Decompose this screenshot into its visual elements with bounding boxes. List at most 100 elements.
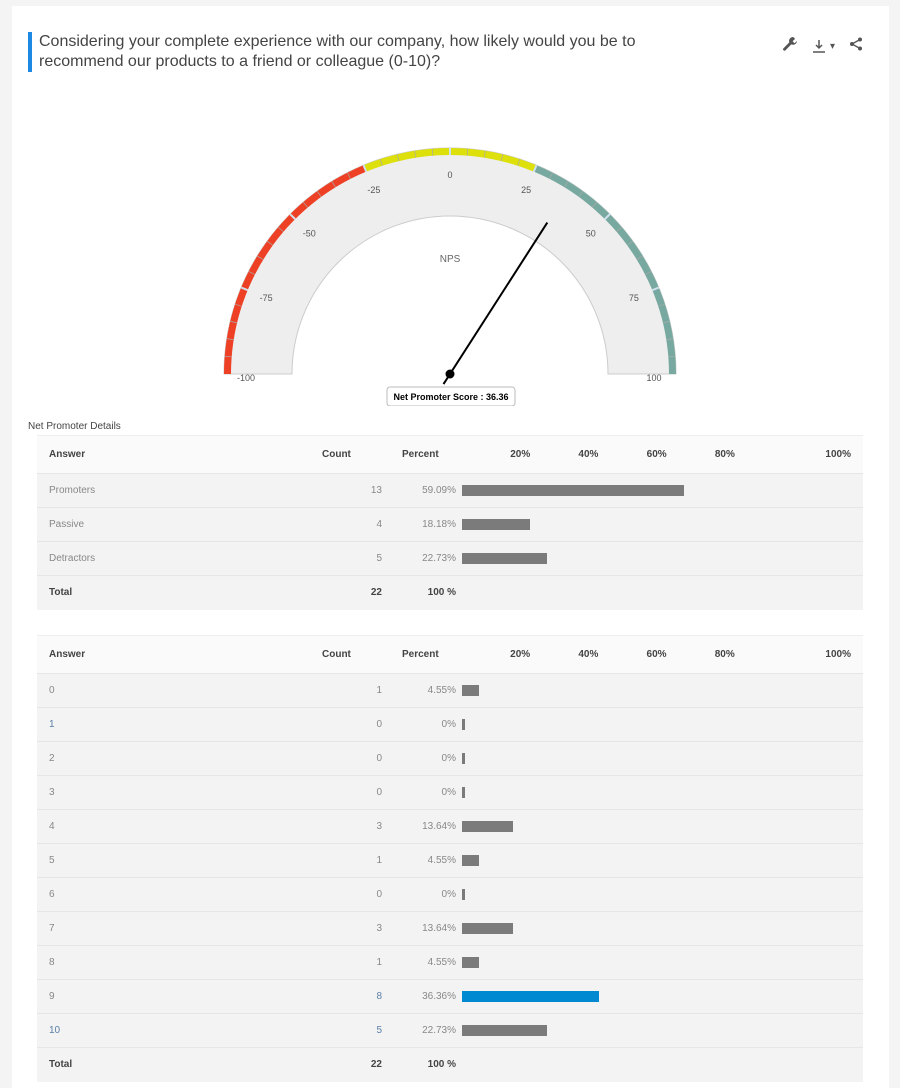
table-row: 4 3 13.64%	[37, 809, 863, 844]
total-label: Total	[37, 1047, 322, 1082]
percent-bar	[462, 990, 599, 1002]
gauge-band	[533, 165, 676, 374]
count-cell: 3	[322, 809, 382, 844]
scale-header: 40%	[530, 635, 599, 674]
percent-header: Percent	[382, 635, 462, 674]
gauge-tick	[224, 355, 232, 358]
answer-cell: Passive	[37, 507, 322, 542]
table-row: 7 3 13.64%	[37, 911, 863, 946]
answer-header: Answer	[37, 435, 322, 474]
percent-cell: 36.36%	[382, 979, 462, 1014]
answer-cell: 4	[37, 809, 322, 844]
percent-cell: 0%	[382, 877, 462, 912]
table-row: Detractors 5 22.73%	[37, 541, 863, 576]
answer-cell: 5	[37, 843, 322, 878]
gauge-needle-pivot	[445, 369, 455, 379]
count-cell: 8	[322, 979, 382, 1014]
scale-header: 80%	[666, 635, 735, 674]
answer-cell: 3	[37, 775, 322, 810]
gauge-tick	[230, 320, 238, 324]
gauge-tick	[636, 255, 643, 260]
gauge-tick	[289, 213, 296, 220]
count-cell: 0	[322, 877, 382, 912]
gauge-tick-label: 25	[521, 185, 531, 195]
percent-bar	[462, 552, 548, 564]
gauge-tick	[466, 148, 469, 156]
table-row: 8 1 4.55%	[37, 945, 863, 980]
gauge-tick	[626, 240, 634, 246]
table-row: 1 0 0%	[37, 707, 863, 742]
total-row: Total 22 100 %	[37, 575, 863, 610]
gauge-label: NPS	[440, 254, 461, 265]
count-cell: 13	[322, 473, 382, 508]
percent-bar	[462, 484, 685, 496]
gauge-tick	[257, 255, 264, 260]
gauge-tick-label: 75	[629, 293, 639, 303]
gauge-tick	[549, 172, 553, 180]
gauge-tick-label: 50	[586, 228, 596, 238]
count-cell: 4	[322, 507, 382, 542]
gauge-tick	[658, 303, 666, 307]
download-icon	[812, 40, 825, 53]
share-icon[interactable]	[849, 37, 863, 55]
percent-cell: 22.73%	[382, 1013, 462, 1048]
gauge-tick	[517, 158, 521, 166]
count-header: Count	[322, 635, 382, 674]
gauge-tick	[662, 320, 670, 324]
percent-cell: 22.73%	[382, 541, 462, 576]
answer-cell: 9	[37, 979, 322, 1014]
table-row: 10 5 22.73%	[37, 1013, 863, 1048]
scale-header: 60%	[598, 435, 667, 474]
percent-cell: 0%	[382, 707, 462, 742]
gauge-tick	[591, 201, 598, 208]
gauge-tooltip: Net Promoter Score : 36.36	[393, 392, 508, 402]
total-percent: 100 %	[382, 1047, 462, 1082]
table-row: 2 0 0%	[37, 741, 863, 776]
gauge-tick	[431, 148, 434, 156]
scale-header: 100%	[734, 435, 863, 474]
percent-cell: 13.64%	[382, 809, 462, 844]
scale-header: 60%	[598, 635, 667, 674]
download-menu-button[interactable]: ▾	[812, 39, 835, 53]
gauge-tick	[666, 338, 674, 341]
percent-bar	[462, 518, 531, 530]
total-row: Total 22 100 %	[37, 1047, 863, 1082]
count-cell: 3	[322, 911, 382, 946]
gauge-tick	[578, 190, 584, 198]
answer-cell: 8	[37, 945, 322, 980]
gauge-tick	[302, 201, 309, 208]
percent-bar	[462, 888, 465, 900]
answer-cell: 10	[37, 1013, 322, 1048]
gauge-tick	[414, 150, 417, 158]
gauge-tick-label: 0	[447, 170, 452, 180]
total-percent: 100 %	[382, 575, 462, 610]
gauge-tick-label: 100	[646, 373, 661, 383]
gauge-tick	[616, 226, 623, 233]
gauge-needle	[442, 222, 549, 385]
percent-bar	[462, 1024, 548, 1036]
percent-bar	[462, 854, 480, 866]
gauge-tooltip-box	[386, 386, 516, 406]
total-label: Total	[37, 575, 322, 610]
gauge-tick	[234, 303, 242, 307]
percent-cell: 0%	[382, 775, 462, 810]
percent-bar	[462, 786, 465, 798]
gauge-tick	[277, 226, 284, 233]
table-row: Promoters 13 59.09%	[37, 473, 863, 508]
scale-header: 20%	[462, 435, 531, 474]
gauge-tick	[316, 190, 322, 198]
count-header: Count	[322, 435, 382, 474]
scale-header: 100%	[734, 635, 863, 674]
gauge-tick	[500, 154, 504, 162]
percent-bar	[462, 752, 465, 764]
wrench-icon[interactable]	[782, 36, 798, 56]
scale-header: 20%	[462, 635, 531, 674]
table-row: 0 1 4.55%	[37, 673, 863, 708]
percent-bar	[462, 718, 465, 730]
gauge-tick	[331, 181, 336, 188]
answer-cell: Detractors	[37, 541, 322, 576]
question-card: Considering your complete experience wit…	[12, 6, 889, 1088]
gauge-tick-label: -75	[260, 293, 273, 303]
table-row: 5 1 4.55%	[37, 843, 863, 878]
total-count: 22	[322, 1047, 382, 1082]
